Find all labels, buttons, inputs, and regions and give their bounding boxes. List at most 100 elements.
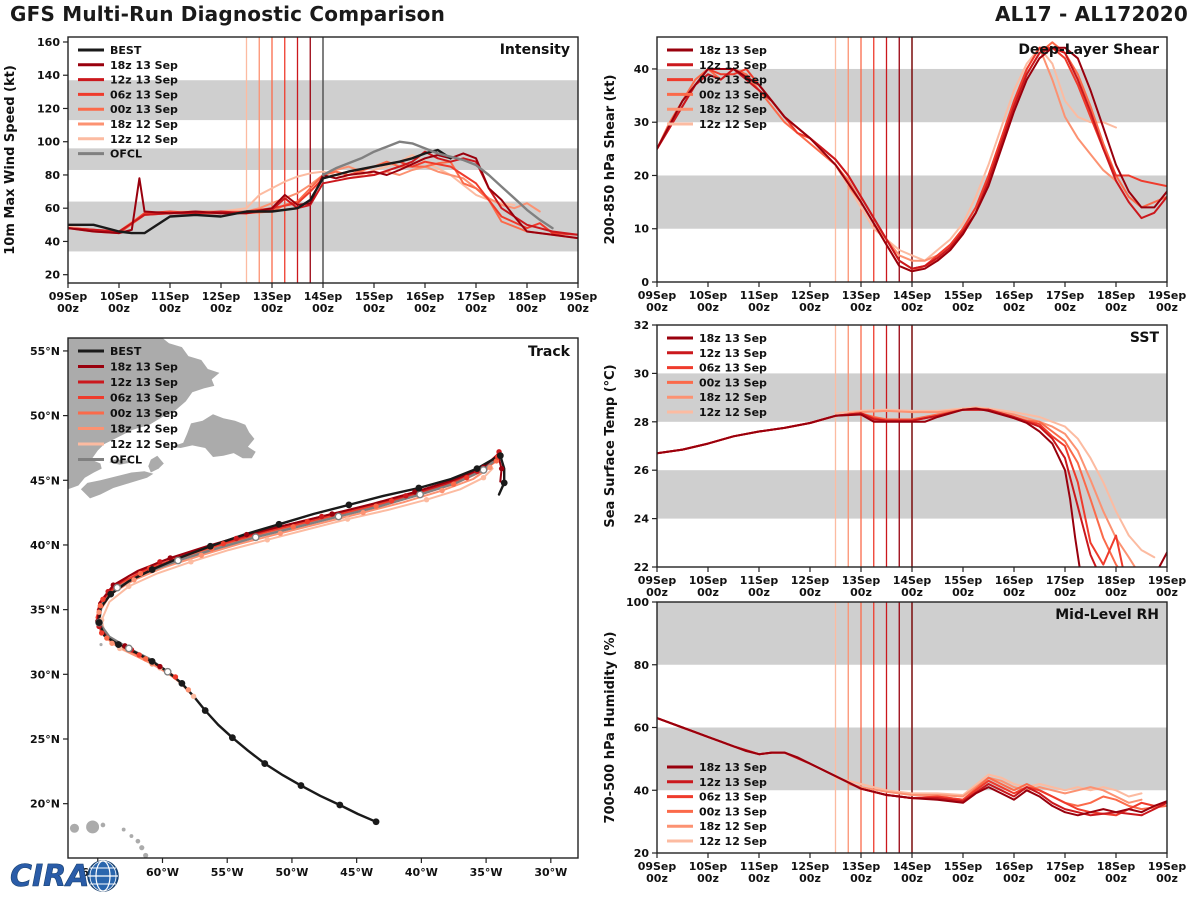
svg-text:20: 20 <box>45 269 61 282</box>
svg-text:00z 13 Sep: 00z 13 Sep <box>699 805 767 818</box>
svg-text:13Sep: 13Sep <box>842 574 881 587</box>
svg-text:00z: 00z <box>159 302 181 315</box>
svg-text:18Sep: 18Sep <box>1097 860 1136 873</box>
svg-text:00z 13 Sep: 00z 13 Sep <box>110 407 178 420</box>
svg-text:15Sep: 15Sep <box>944 574 983 587</box>
svg-text:17Sep: 17Sep <box>1046 574 1085 587</box>
svg-text:00z: 00z <box>697 872 719 885</box>
svg-text:Mid-Level RH: Mid-Level RH <box>1055 607 1159 623</box>
svg-text:11Sep: 11Sep <box>151 290 190 303</box>
svg-text:16Sep: 16Sep <box>995 574 1034 587</box>
svg-text:12z 13 Sep: 12z 13 Sep <box>110 74 178 87</box>
svg-text:13Sep: 13Sep <box>253 290 292 303</box>
svg-text:30°N: 30°N <box>30 668 60 681</box>
page-title: GFS Multi-Run Diagnostic Comparison <box>10 2 446 26</box>
svg-text:18z 13 Sep: 18z 13 Sep <box>110 59 178 72</box>
svg-text:12Sep: 12Sep <box>791 574 830 587</box>
svg-text:11Sep: 11Sep <box>740 289 779 302</box>
svg-text:18z 12 Sep: 18z 12 Sep <box>110 118 178 131</box>
svg-text:12z 12 Sep: 12z 12 Sep <box>110 438 178 451</box>
svg-text:12Sep: 12Sep <box>791 860 830 873</box>
sst-chart: 22 24 26 28 30 32 09Sep 00z 10Sep 00z 11Sep 00z 12Se… <box>600 313 1200 603</box>
svg-text:10m Max Wind Speed (kt): 10m Max Wind Speed (kt) <box>3 65 18 255</box>
svg-text:12z 13 Sep: 12z 13 Sep <box>699 59 767 72</box>
svg-text:45°N: 45°N <box>30 474 60 487</box>
svg-text:12Sep: 12Sep <box>202 290 241 303</box>
cira-logo-text: CIRA <box>10 859 90 894</box>
svg-text:00z 13 Sep: 00z 13 Sep <box>699 88 767 101</box>
svg-text:00z: 00z <box>567 302 589 315</box>
svg-text:18z 13 Sep: 18z 13 Sep <box>699 44 767 57</box>
svg-text:10: 10 <box>634 223 650 236</box>
globe-icon <box>87 860 119 892</box>
svg-text:12z 12 Sep: 12z 12 Sep <box>110 133 178 146</box>
svg-text:00z: 00z <box>799 872 821 885</box>
svg-text:100: 100 <box>626 596 649 609</box>
svg-text:60: 60 <box>45 202 61 215</box>
svg-text:50°W: 50°W <box>275 866 308 879</box>
svg-text:00z: 00z <box>1054 301 1076 314</box>
svg-text:17Sep: 17Sep <box>457 290 496 303</box>
svg-text:15Sep: 15Sep <box>355 290 394 303</box>
svg-text:10Sep: 10Sep <box>689 574 728 587</box>
svg-text:35°N: 35°N <box>30 604 60 617</box>
svg-text:24: 24 <box>634 513 650 526</box>
svg-text:13Sep: 13Sep <box>842 289 881 302</box>
svg-text:19Sep: 19Sep <box>559 290 598 303</box>
svg-text:20: 20 <box>634 169 650 182</box>
svg-text:10Sep: 10Sep <box>100 290 139 303</box>
svg-text:40: 40 <box>634 784 650 797</box>
svg-text:18z 12 Sep: 18z 12 Sep <box>699 103 767 116</box>
svg-text:SST: SST <box>1130 330 1160 346</box>
svg-text:00z: 00z <box>1054 586 1076 599</box>
svg-text:00z: 00z <box>363 302 385 315</box>
svg-text:50°N: 50°N <box>30 410 60 423</box>
svg-text:00z: 00z <box>312 302 334 315</box>
svg-text:00z: 00z <box>1105 301 1127 314</box>
svg-text:22: 22 <box>634 561 649 574</box>
svg-text:25°N: 25°N <box>30 733 60 746</box>
svg-text:00z: 00z <box>261 302 283 315</box>
svg-text:13Sep: 13Sep <box>842 860 881 873</box>
svg-text:140: 140 <box>37 69 60 82</box>
svg-text:00z: 00z <box>465 302 487 315</box>
mid-level-rh-chart: 20 40 60 80 100 09Sep 00z 10Sep 00z 11Sep 00z 12Sep… <box>600 590 1200 895</box>
svg-text:00z: 00z <box>799 586 821 599</box>
svg-text:00z: 00z <box>952 301 974 314</box>
svg-text:18z 13 Sep: 18z 13 Sep <box>110 361 178 374</box>
svg-text:17Sep: 17Sep <box>1046 860 1085 873</box>
svg-text:19Sep: 19Sep <box>1148 574 1187 587</box>
svg-text:12z 12 Sep: 12z 12 Sep <box>699 118 767 131</box>
svg-text:18z 12 Sep: 18z 12 Sep <box>699 820 767 833</box>
svg-text:12z 13 Sep: 12z 13 Sep <box>699 776 767 789</box>
svg-text:19Sep: 19Sep <box>1148 289 1187 302</box>
svg-text:00z: 00z <box>748 301 770 314</box>
svg-text:11Sep: 11Sep <box>740 860 779 873</box>
svg-text:12z 13 Sep: 12z 13 Sep <box>110 376 178 389</box>
svg-text:10Sep: 10Sep <box>689 289 728 302</box>
svg-text:40°N: 40°N <box>30 539 60 552</box>
svg-text:BEST: BEST <box>110 44 142 57</box>
svg-text:14Sep: 14Sep <box>893 289 932 302</box>
svg-text:00z: 00z <box>697 586 719 599</box>
svg-text:12z 12 Sep: 12z 12 Sep <box>699 406 767 419</box>
svg-text:80: 80 <box>634 659 650 672</box>
svg-text:Intensity: Intensity <box>500 42 570 58</box>
svg-text:Sea Surface Temp (°C): Sea Surface Temp (°C) <box>603 364 618 527</box>
svg-text:00z: 00z <box>1003 586 1025 599</box>
svg-text:00z: 00z <box>646 872 668 885</box>
svg-text:00z: 00z <box>697 301 719 314</box>
storm-id: AL17 - AL172020 <box>995 2 1188 26</box>
svg-text:00z: 00z <box>748 872 770 885</box>
svg-text:32: 32 <box>634 319 649 332</box>
svg-text:00z: 00z <box>108 302 130 315</box>
svg-text:160: 160 <box>37 36 60 49</box>
svg-text:00z: 00z <box>646 301 668 314</box>
svg-text:12z 13 Sep: 12z 13 Sep <box>699 347 767 360</box>
svg-text:06z 13 Sep: 06z 13 Sep <box>699 362 767 375</box>
svg-text:30: 30 <box>634 367 650 380</box>
svg-text:00z: 00z <box>1003 301 1025 314</box>
svg-text:26: 26 <box>634 464 650 477</box>
svg-text:55°W: 55°W <box>211 866 244 879</box>
svg-text:30°W: 30°W <box>534 866 567 879</box>
